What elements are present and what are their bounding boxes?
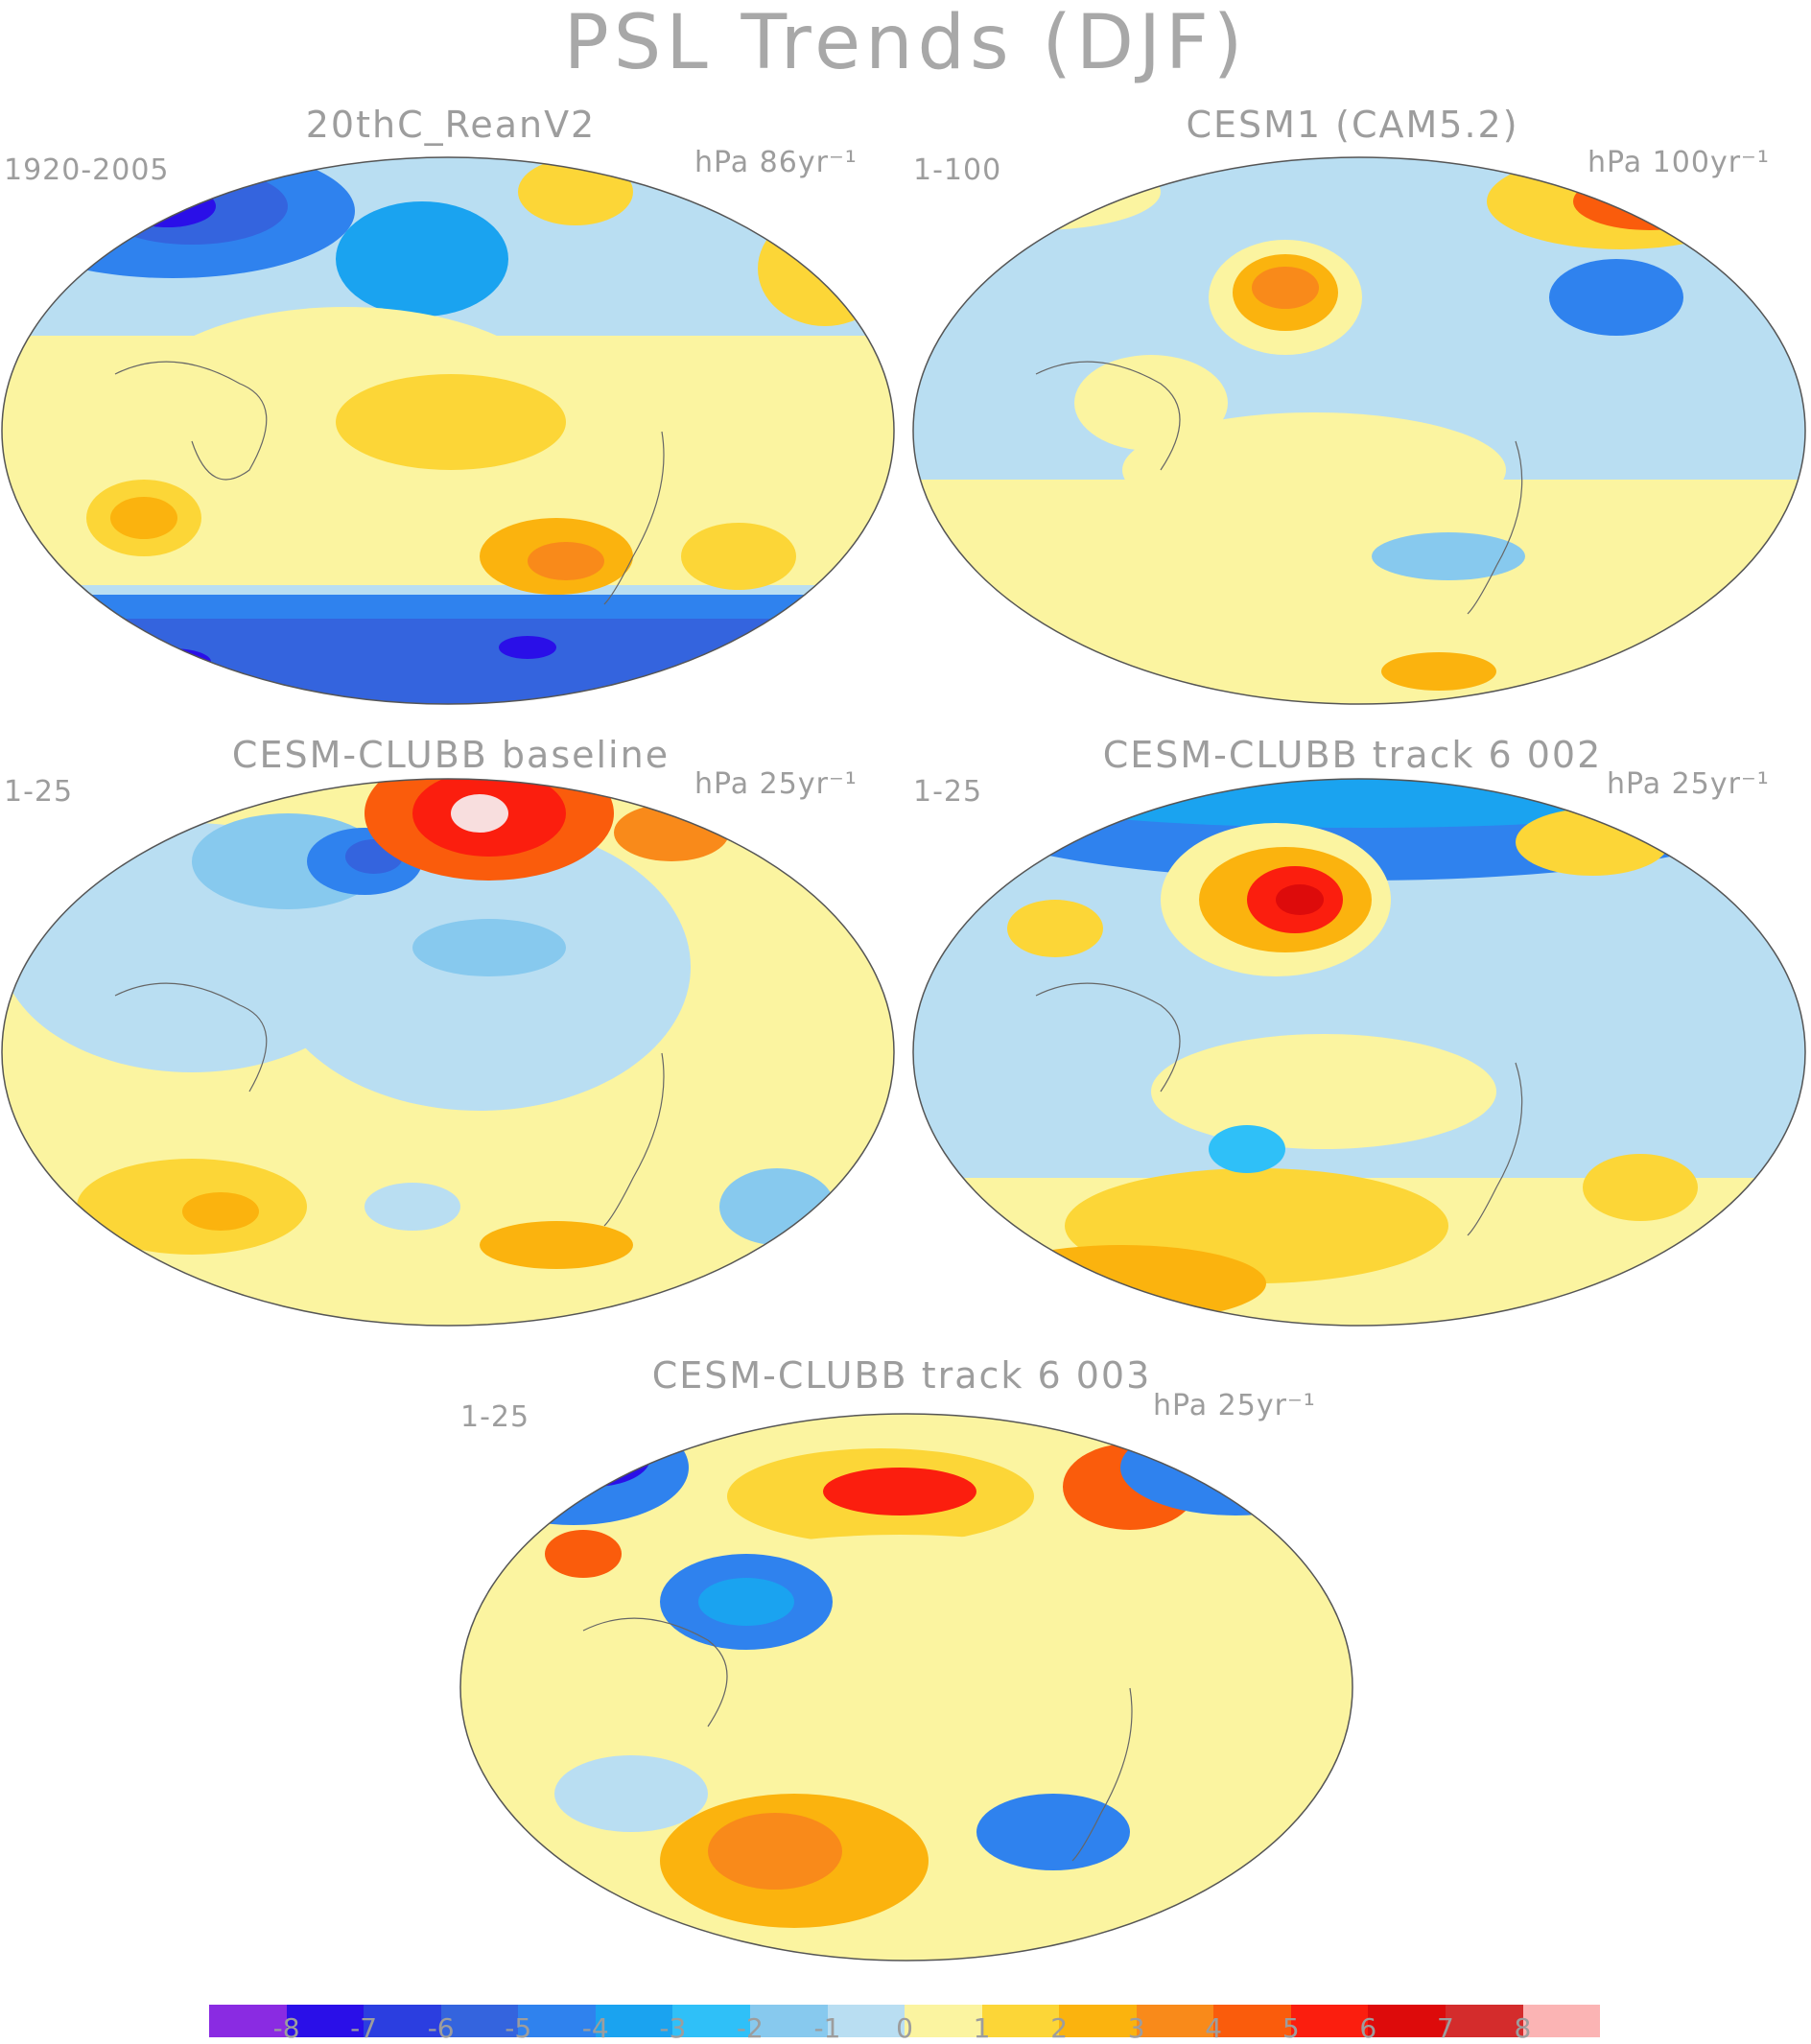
panel-period-1: 1920-2005 bbox=[4, 153, 170, 187]
colorbar-tick-label: 5 bbox=[1282, 2012, 1300, 2044]
panel-units-4: hPa 25yr⁻¹ bbox=[1607, 767, 1770, 801]
colorbar-tick-label: 0 bbox=[896, 2012, 913, 2044]
map-panel-3 bbox=[1, 778, 895, 1327]
colorbar-tick-label: -4 bbox=[581, 2012, 609, 2044]
panel-title-1: 20thC_ReanV2 bbox=[305, 104, 597, 146]
colorbar-tick-label: -6 bbox=[427, 2012, 455, 2044]
panel-units-2: hPa 100yr⁻¹ bbox=[1588, 146, 1770, 179]
panel-period-4: 1-25 bbox=[913, 775, 983, 809]
colorbar-tick-label: -8 bbox=[272, 2012, 300, 2044]
colorbar-tick-label: -2 bbox=[736, 2012, 764, 2044]
panel-units-1: hPa 86yr⁻¹ bbox=[694, 146, 858, 179]
panel-units-3: hPa 25yr⁻¹ bbox=[694, 767, 858, 801]
figure-title: PSL Trends (DJF) bbox=[563, 0, 1248, 86]
panel-period-2: 1-100 bbox=[913, 153, 1002, 187]
map-panel-1 bbox=[1, 156, 895, 705]
panel-units-5: hPa 25yr⁻¹ bbox=[1153, 1389, 1316, 1422]
colorbar-tick-label: -3 bbox=[659, 2012, 687, 2044]
colorbar-tick-label: -1 bbox=[813, 2012, 841, 2044]
colorbar-tick-label: 2 bbox=[1050, 2012, 1069, 2044]
map-panel-4 bbox=[912, 778, 1806, 1327]
colorbar-tick-label: 3 bbox=[1127, 2012, 1145, 2044]
colorbar-tick-label: 1 bbox=[973, 2012, 991, 2044]
panel-title-2: CESM1 (CAM5.2) bbox=[1186, 104, 1519, 146]
panel-title-3: CESM-CLUBB baseline bbox=[231, 734, 670, 776]
colorbar-labels: -8 -7 -6 -5 -4 -3 -2 -1 0 1 2 3 4 5 6 7 8 bbox=[209, 1995, 1600, 2044]
colorbar-tick-label: 6 bbox=[1359, 2012, 1377, 2044]
colorbar-tick-label: -7 bbox=[350, 2012, 378, 2044]
panel-title-5: CESM-CLUBB track 6 003 bbox=[651, 1354, 1152, 1397]
panel-period-3: 1-25 bbox=[4, 775, 74, 809]
colorbar-tick-label: 8 bbox=[1514, 2012, 1532, 2044]
map-panel-2 bbox=[912, 156, 1806, 705]
panel-period-5: 1-25 bbox=[460, 1400, 530, 1434]
colorbar-tick-label: 7 bbox=[1436, 2012, 1454, 2044]
map-panel-5 bbox=[459, 1413, 1353, 1962]
colorbar-tick-label: -5 bbox=[505, 2012, 532, 2044]
panel-title-4: CESM-CLUBB track 6 002 bbox=[1102, 734, 1603, 776]
colorbar-tick-label: 4 bbox=[1205, 2012, 1223, 2044]
